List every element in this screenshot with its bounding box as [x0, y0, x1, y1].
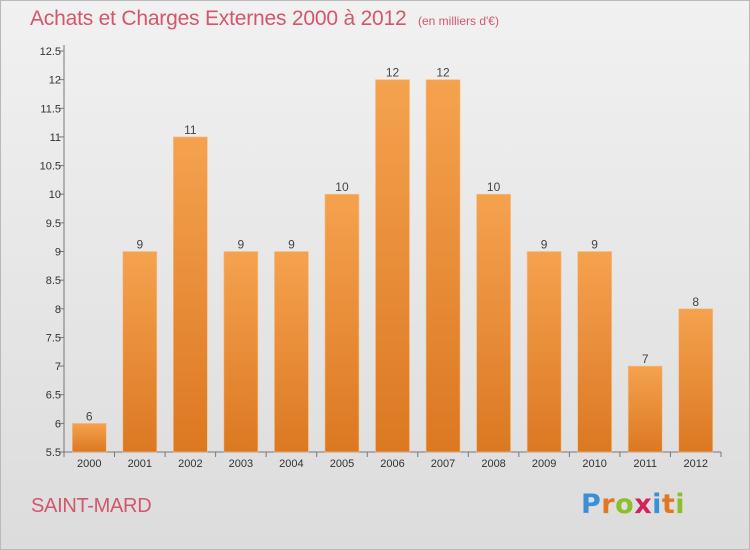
bar-2010	[577, 251, 612, 453]
x-tick-label: 2012	[683, 458, 707, 470]
y-tick-label: 12	[49, 75, 61, 87]
proxiti-logo: Proxiti	[581, 489, 685, 520]
commune-name: SAINT-MARD	[31, 495, 152, 517]
data-label: 9	[288, 238, 295, 252]
data-label: 9	[541, 238, 548, 252]
bar-2000	[71, 423, 107, 453]
x-tick-label: 2007	[431, 458, 455, 470]
chart-title: Achats et Charges Externes 2000 à 2012	[30, 7, 407, 30]
x-tick-label: 2011	[633, 458, 657, 470]
y-tick-label: 11.5	[40, 103, 61, 115]
x-tick-label: 2002	[178, 458, 202, 470]
logo-letter: r	[601, 489, 616, 520]
bar-2002	[173, 136, 208, 453]
x-tick-label: 2010	[582, 458, 606, 470]
y-tick-label: 9	[55, 247, 61, 259]
x-tick-label: 2003	[229, 458, 253, 470]
x-tick-label: 2009	[532, 458, 556, 470]
y-tick-label: 8.5	[46, 275, 61, 287]
y-tick-label: 7.5	[46, 332, 61, 344]
bar-2005	[324, 193, 360, 453]
bar-2001	[122, 251, 158, 453]
bar-2011	[627, 365, 663, 453]
bar-2009	[526, 251, 562, 453]
data-label: 10	[335, 180, 349, 194]
bars-group	[71, 79, 714, 453]
bar-2008	[476, 193, 511, 453]
data-label: 12	[436, 66, 450, 80]
logo-letter: i	[652, 489, 662, 520]
bar-2007	[425, 79, 461, 453]
chart-subtitle: (en milliers d'€)	[418, 14, 499, 28]
data-label: 11	[184, 123, 197, 137]
x-tick-label: 2001	[128, 458, 152, 470]
logo-letter: P	[581, 489, 602, 520]
data-label: 8	[692, 295, 699, 309]
bar-2006	[375, 79, 410, 453]
bar-2012	[678, 308, 714, 453]
x-tick-label: 2008	[481, 458, 505, 470]
y-tick-label: 11	[50, 132, 61, 144]
data-label: 10	[487, 180, 501, 194]
y-tick-label: 6.5	[46, 390, 61, 402]
bar-2004	[274, 251, 309, 453]
x-tick-label: 2005	[330, 458, 354, 470]
logo-letter: o	[615, 489, 635, 520]
logo-letter: t	[661, 489, 676, 520]
data-label: 12	[386, 66, 400, 80]
data-label: 9	[238, 238, 245, 252]
logo-letter: i	[675, 489, 686, 520]
y-axis: 5.5 6 6.5 7 7.5 8 8.5 9 9.5 10 10.5 11 11.5 12 12.5	[40, 45, 65, 459]
x-axis: 2000 2001 2002 2003 2004 2005 2006 2007 2008 2009…	[63, 451, 722, 470]
data-label: 9	[591, 238, 598, 252]
data-labels-group: 6 9 11 9 9 10 12 12 10 9 9 7 8	[86, 66, 699, 424]
y-tick-label: 10	[49, 189, 61, 201]
y-tick-label: 5.5	[46, 447, 61, 459]
y-tick-label: 6	[55, 418, 61, 430]
y-tick-label: 8	[55, 304, 61, 316]
y-tick-label: 7	[55, 361, 61, 373]
x-tick-label: 2000	[77, 458, 101, 470]
data-label: 6	[86, 409, 93, 423]
y-tick-label: 10.5	[40, 161, 61, 173]
logo-letter: x	[634, 489, 653, 520]
x-tick-label: 2006	[380, 458, 404, 470]
y-tick-label: 12.5	[40, 46, 61, 58]
data-label: 7	[642, 352, 649, 366]
bar-2003	[223, 251, 259, 453]
y-tick-label: 9.5	[46, 218, 61, 230]
x-tick-label: 2004	[279, 458, 303, 470]
data-label: 9	[136, 238, 143, 252]
